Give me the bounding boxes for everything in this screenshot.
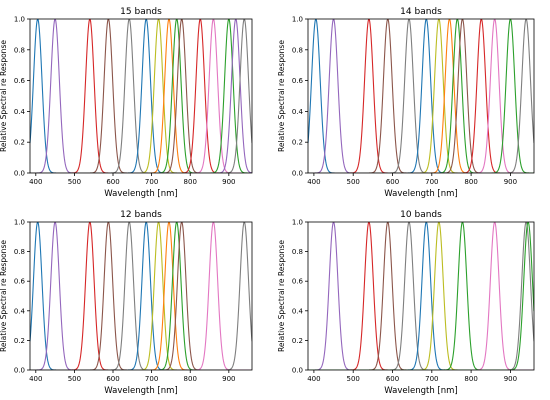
y-tick-label: 0.0 [14, 170, 25, 178]
y-tick-label: 1.0 [292, 219, 303, 227]
series-curves [30, 19, 252, 173]
band-curve-6 [308, 19, 534, 173]
x-tick-label: 800 [184, 375, 197, 383]
axes-frame [307, 18, 535, 174]
x-axis-label: Wavelength [nm] [104, 386, 177, 396]
x-tick-label: 900 [222, 375, 235, 383]
y-tick-label: 0.8 [292, 46, 303, 54]
band-curve-5 [308, 19, 534, 173]
y-tick-label: 0.4 [292, 108, 304, 116]
series-curves [30, 222, 252, 370]
x-tick-label: 700 [145, 375, 158, 383]
y-tick-label: 0.6 [292, 278, 304, 286]
y-tick-label: 0.2 [292, 337, 303, 345]
series-curves [308, 19, 534, 173]
band-curve-8 [308, 222, 534, 370]
x-axis-label: Wavelength [nm] [104, 189, 177, 199]
band-curve-12 [308, 19, 534, 173]
band-curve-6 [30, 222, 252, 370]
axes-frame [29, 18, 253, 174]
y-tick-label: 0.2 [14, 337, 25, 345]
y-tick-label: 0.0 [292, 170, 303, 178]
y-tick-label: 0.8 [14, 248, 25, 256]
y-tick-label: 1.0 [14, 16, 25, 24]
x-tick-label: 500 [347, 375, 360, 383]
x-tick-label: 700 [145, 178, 158, 186]
y-tick-label: 0.2 [14, 139, 25, 147]
panel-14-bands: 400 500 600 700 800 900 0.0 0.2 0.4 0.6 0.8 1.0 14 b… [277, 7, 535, 199]
y-axis-label: Relative Spectral re Response [0, 240, 8, 352]
panel-title: 10 bands [400, 210, 442, 220]
y-tick-label: 0.8 [14, 46, 25, 54]
series-curves [308, 222, 534, 370]
x-tick-label: 600 [106, 178, 119, 186]
y-axis-label: Relative Spectral re Response [277, 40, 286, 152]
x-tick-label: 500 [347, 178, 360, 186]
x-tick-label: 900 [222, 178, 235, 186]
band-curve-5 [30, 19, 252, 173]
axes-frame [29, 221, 253, 371]
x-tick-label: 500 [68, 375, 81, 383]
band-curve-12 [30, 19, 252, 173]
y-tick-label: 0.4 [14, 108, 26, 116]
y-tick-label: 0.0 [14, 367, 25, 375]
panel-title: 14 bands [400, 7, 442, 17]
y-tick-label: 0.0 [292, 367, 303, 375]
y-tick-label: 0.4 [14, 307, 26, 315]
band-curve-11 [30, 222, 252, 370]
band-curve-2 [308, 19, 534, 173]
x-tick-label: 600 [386, 375, 399, 383]
x-tick-label: 700 [425, 375, 438, 383]
band-curve-6 [30, 19, 252, 173]
x-tick-label: 400 [307, 375, 320, 383]
x-tick-label: 600 [386, 178, 399, 186]
panel-title: 15 bands [120, 7, 162, 17]
y-tick-label: 1.0 [14, 219, 25, 227]
x-tick-label: 900 [504, 375, 517, 383]
band-curve-1 [308, 222, 534, 370]
band-curve-4 [308, 222, 534, 370]
x-tick-label: 800 [464, 375, 477, 383]
band-curve-2 [30, 19, 252, 173]
x-tick-label: 700 [425, 178, 438, 186]
axes-frame [307, 221, 535, 371]
band-curve-5 [308, 222, 534, 370]
y-tick-label: 0.6 [14, 278, 26, 286]
x-tick-label: 900 [504, 178, 517, 186]
x-axis-label: Wavelength [nm] [384, 189, 457, 199]
y-axis-label: Relative Spectral re Response [0, 40, 8, 152]
panel-title: 12 bands [120, 210, 162, 220]
y-tick-label: 0.6 [292, 77, 304, 85]
y-tick-label: 0.6 [14, 77, 26, 85]
x-tick-label: 500 [68, 178, 81, 186]
panel-12-bands: 400 500 600 700 800 900 0.0 0.2 0.4 0.6 0.8 1.0 12 b… [0, 210, 253, 396]
x-tick-label: 800 [464, 178, 477, 186]
y-tick-label: 0.8 [292, 248, 303, 256]
band-curve-13 [308, 19, 534, 173]
band-curve-13 [30, 19, 252, 173]
x-tick-label: 400 [29, 178, 42, 186]
y-tick-label: 0.4 [292, 307, 304, 315]
x-tick-label: 400 [307, 178, 320, 186]
panel-15-bands: 400 500 600 700 800 900 0.0 0.2 0.4 0.6 0.8 1.0 15 b… [0, 7, 253, 199]
band-curve-5 [30, 222, 252, 370]
x-axis-label: Wavelength [nm] [384, 386, 457, 396]
panel-10-bands: 400 500 600 700 800 900 0.0 0.2 0.4 0.6 0.8 1.0 10 b… [277, 210, 535, 396]
y-tick-label: 1.0 [292, 16, 303, 24]
band-curve-2 [30, 222, 252, 370]
x-tick-label: 800 [184, 178, 197, 186]
y-tick-label: 0.2 [292, 139, 303, 147]
y-axis-label: Relative Spectral re Response [277, 240, 286, 352]
x-tick-label: 400 [29, 375, 42, 383]
x-tick-label: 600 [106, 375, 119, 383]
